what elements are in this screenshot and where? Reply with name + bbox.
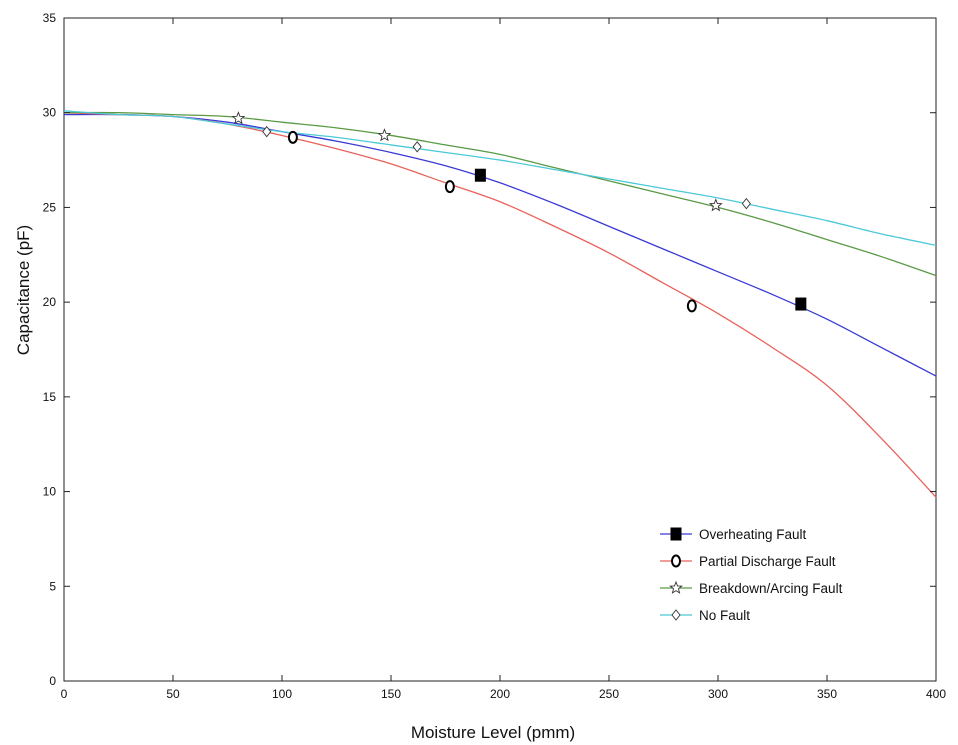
x-tick-label-8: 400 [926,687,946,701]
legend-label-1: Partial Discharge Fault [699,554,836,569]
x-tick-label-1: 50 [166,687,180,701]
data-point-2-1 [377,128,392,142]
data-point-2-0 [231,111,246,125]
legend-label-3: No Fault [699,608,750,623]
y-tick-label-7: 35 [43,11,57,25]
x-tick-label-0: 0 [61,687,68,701]
y-tick-label-0: 0 [49,674,56,688]
legend-marker-2 [669,580,683,594]
legend-marker-1 [671,554,681,568]
data-point-2-2 [708,198,723,212]
x-tick-label-4: 200 [490,687,510,701]
series-line-2 [63,111,937,277]
x-tick-label-3: 150 [381,687,401,701]
legend-label-2: Breakdown/Arcing Fault [699,581,843,596]
y-tick-label-5: 25 [43,200,57,214]
data-point-3-0 [262,125,272,138]
data-point-1-1 [444,180,455,194]
y-tick-label-1: 5 [49,579,56,593]
x-tick-label-5: 250 [599,687,619,701]
y-tick-label-6: 30 [43,106,57,120]
y-tick-label-3: 15 [43,390,57,404]
x-tick-label-6: 300 [708,687,728,701]
y-axis-ticks: 0 5 10 15 20 25 30 35 [43,11,936,688]
series-line-0 [63,113,937,377]
legend-marker-0 [670,527,682,541]
x-tick-label-2: 100 [272,687,292,701]
x-axis-ticks: 0 50 100 150 200 250 300 350 400 [61,18,946,701]
data-point-0-0 [474,168,486,182]
data-point-1-0 [287,130,298,144]
data-point-3-2 [741,197,751,210]
x-tick-label-7: 350 [817,687,837,701]
legend: Overheating Fault Partial Discharge Fault… [660,527,843,623]
series-line-3 [63,110,937,246]
data-point-3-1 [412,141,422,153]
y-tick-label-4: 20 [43,295,57,309]
data-point-0-1 [795,297,807,311]
legend-marker-3 [671,609,681,621]
y-tick-label-2: 10 [43,485,57,499]
y-axis-label: Capacitance (pF) [14,225,33,355]
x-axis-label: Moisture Level (pmm) [411,723,575,742]
series-markers [231,111,807,313]
data-point-1-2 [686,299,697,313]
legend-label-0: Overheating Fault [699,527,807,542]
series-curves [63,110,937,498]
